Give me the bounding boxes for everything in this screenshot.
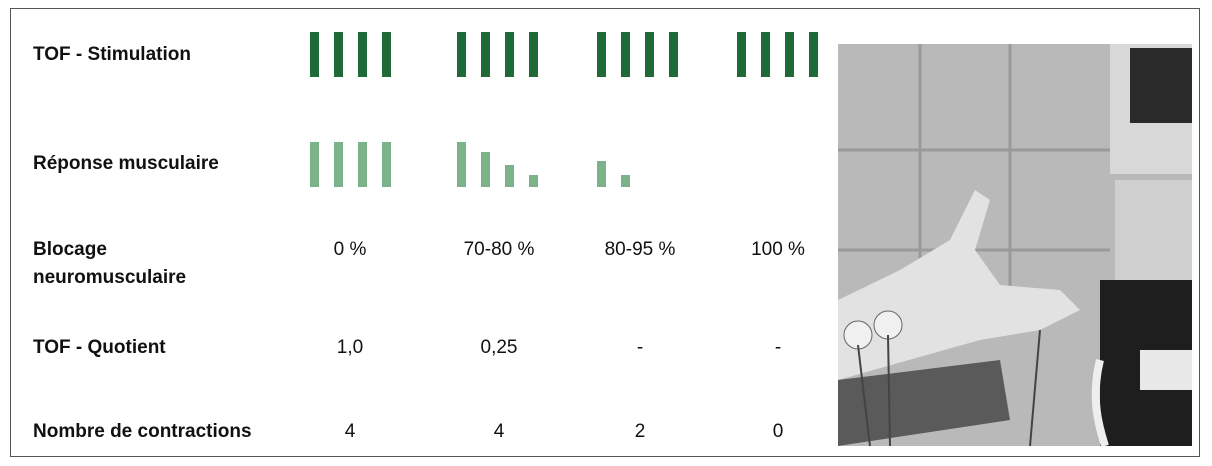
row-cell: 4 [493, 421, 505, 442]
photo [838, 44, 1192, 448]
row-cell: 2 [634, 421, 646, 442]
row-cell: 70-80 % [463, 239, 535, 260]
frame [10, 8, 1200, 457]
row-cell: - [774, 337, 782, 358]
row-cell: 1,0 [336, 337, 364, 358]
row-label: Réponse musculaire [33, 153, 219, 174]
response-bars [310, 142, 630, 187]
row-cell: 100 % [751, 239, 805, 260]
row-cell: 80-95 % [604, 239, 676, 260]
row-cell: 0 [772, 421, 784, 442]
row-cell: 0 % [333, 239, 367, 260]
row-cell: 4 [344, 421, 356, 442]
stimulation-bars [310, 32, 818, 77]
row-label: TOF - Stimulation [33, 44, 191, 65]
row-cell: 0,25 [480, 337, 518, 358]
row-label: Blocage neuromusculaire [33, 239, 187, 288]
row-cell: - [636, 337, 644, 358]
row-label: TOF - Quotient [33, 337, 166, 358]
row-label: Nombre de contractions [33, 421, 252, 442]
